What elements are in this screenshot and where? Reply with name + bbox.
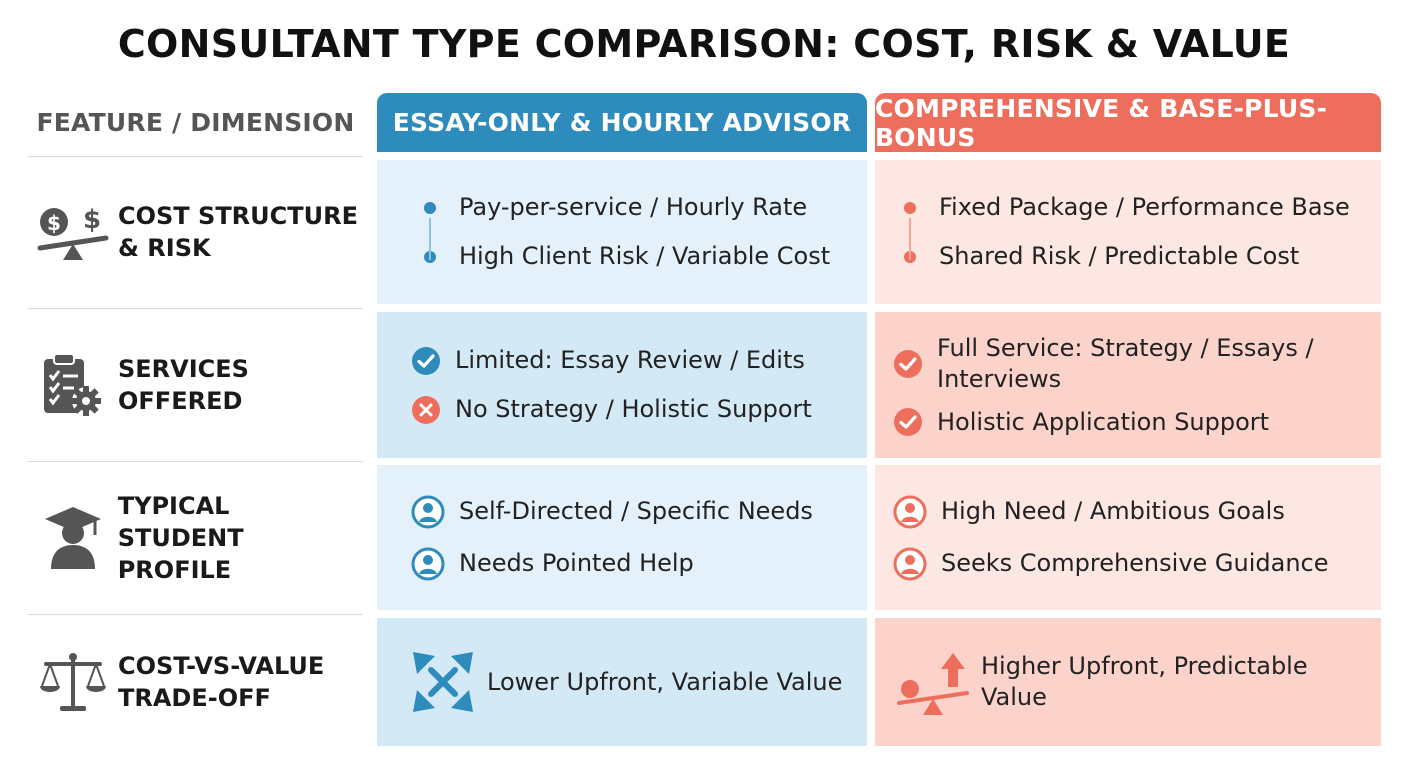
- cell-profile-essay: Self-Directed / Specific Needs Needs Poi…: [377, 465, 867, 610]
- bullet-dot-icon: [904, 201, 916, 214]
- user-circle-icon: [411, 547, 445, 580]
- seesaw-up-arrow-icon: [897, 653, 969, 715]
- list-item: Full Service: Strategy / Essays / Interv…: [893, 333, 1381, 395]
- row-divider: [28, 156, 363, 157]
- list-item: Shared Risk / Predictable Cost: [895, 241, 1381, 272]
- expand-arrows-icon: [413, 652, 473, 712]
- row-label-cost-structure: $ $ COST STRUCTURE & RISK: [28, 160, 363, 304]
- list-item: Holistic Application Support: [893, 407, 1381, 438]
- row-divider: [28, 461, 363, 462]
- check-circle-icon: [894, 349, 922, 378]
- column-header-comprehensive: COMPREHENSIVE & BASE-PLUS-BONUS: [875, 93, 1381, 152]
- list-item: Higher Upfront, Predictable Value: [897, 647, 1381, 717]
- cell-tradeoff-essay: Lower Upfront, Variable Value: [377, 618, 867, 746]
- row-label-student-profile: TYPICAL STUDENT PROFILE: [28, 465, 363, 610]
- svg-text:$: $: [47, 211, 61, 235]
- list-item: Limited: Essay Review / Edits: [411, 345, 867, 376]
- x-circle-icon: [412, 395, 440, 424]
- check-circle-icon: [894, 408, 922, 436]
- cell-tradeoff-comprehensive: Higher Upfront, Predictable Value: [875, 618, 1381, 746]
- row-label-services: SERVICES OFFERED: [28, 312, 363, 458]
- cell-services-comprehensive: Full Service: Strategy / Essays / Interv…: [875, 312, 1381, 458]
- user-circle-icon: [411, 495, 445, 528]
- user-circle-icon: [893, 495, 927, 528]
- list-item: Seeks Comprehensive Guidance: [893, 547, 1381, 581]
- row-divider: [28, 308, 363, 309]
- check-circle-icon: [412, 346, 440, 375]
- balance-scale-icon: [28, 650, 118, 714]
- list-item: No Strategy / Holistic Support: [411, 394, 867, 425]
- feature-column-header: FEATURE / DIMENSION: [36, 108, 355, 137]
- graduate-icon: [28, 505, 118, 571]
- bullet-dot-icon: [424, 201, 436, 214]
- list-item: Fixed Package / Performance Base: [895, 192, 1381, 223]
- list-item: Lower Upfront, Variable Value: [411, 650, 867, 714]
- svg-text:$: $: [83, 205, 101, 235]
- cell-cost-comprehensive: Fixed Package / Performance Base Shared …: [875, 160, 1381, 304]
- user-circle-icon: [893, 547, 927, 580]
- list-item: Needs Pointed Help: [411, 547, 867, 581]
- cell-profile-comprehensive: High Need / Ambitious Goals Seeks Compre…: [875, 465, 1381, 610]
- list-item: Self-Directed / Specific Needs: [411, 495, 867, 529]
- cell-services-essay: Limited: Essay Review / Edits No Strateg…: [377, 312, 867, 458]
- column-header-essay-only: ESSAY-ONLY & HOURLY ADVISOR: [377, 93, 867, 152]
- list-item: High Client Risk / Variable Cost: [415, 241, 867, 272]
- page-title: CONSULTANT TYPE COMPARISON: COST, RISK &…: [117, 22, 1291, 66]
- dollar-seesaw-icon: $ $: [28, 200, 118, 264]
- list-item: Pay-per-service / Hourly Rate: [415, 192, 867, 223]
- list-item: High Need / Ambitious Goals: [893, 495, 1381, 529]
- row-label-trade-off: COST-VS-VALUE TRADE-OFF: [28, 618, 363, 746]
- clipboard-gear-icon: [28, 351, 118, 419]
- cell-cost-essay: Pay-per-service / Hourly Rate High Clien…: [377, 160, 867, 304]
- row-divider: [28, 614, 363, 615]
